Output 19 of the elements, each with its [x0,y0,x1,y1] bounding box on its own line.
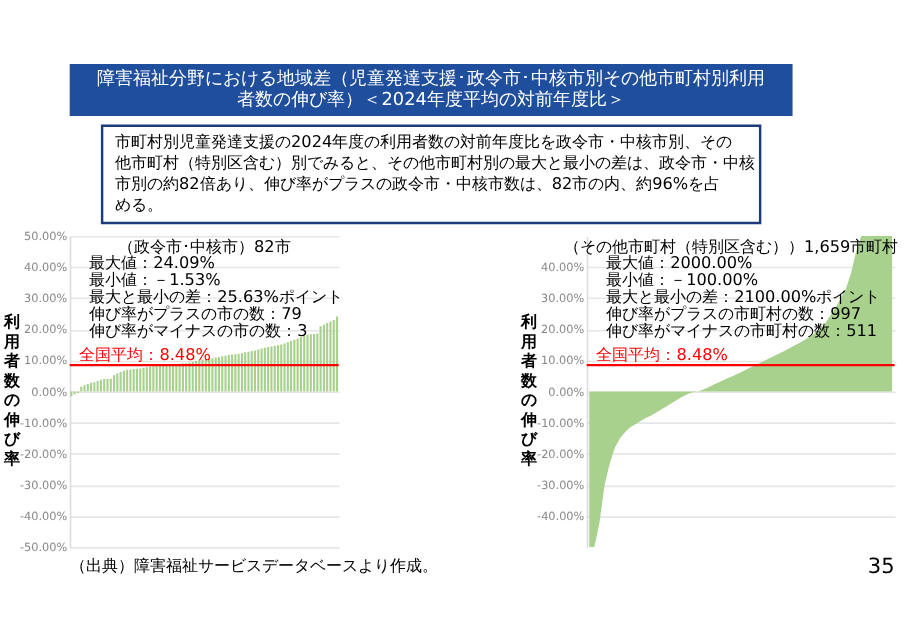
annotation: 伸び率がプラスの市町村の数：997 [606,302,862,323]
annotation: 伸び率がプラスの市の数：79 [89,302,302,323]
ref-line-label: 全国平均：8.48% [596,344,729,365]
annotation: 最大と最小の差：2100.00%ポイント [606,285,881,306]
ref-line-label: 全国平均：8.48% [79,344,212,365]
annotation: 最小値：－1.53% [89,268,222,289]
y-axis-title: 利用者数の伸び率 [519,311,540,468]
annotation: 伸び率がマイナスの市町村の数：511 [606,319,878,340]
text: 障害福祉分野における地域差（児童発達支援･政令市･中核市別その他市町村別利用者数の伸び率）＜2024年度平均の対前年度比＞ [97,67,766,111]
annotation: 最大値：24.09% [89,251,216,272]
y-axis-title: 利用者数の伸び率 [2,311,23,468]
annotation: 最大と最小の差：25.63%ポイント [89,285,343,306]
annotation: （その他市町村（特別区含む））1,659市町村 [564,236,899,257]
annotation: （政令市･中核市）82市 [117,236,291,257]
annotation: 最小値：－100.00% [606,268,759,289]
text: （出典）障害福祉サービスデータベースより作成。 [69,555,438,576]
text: 35 [867,555,895,580]
annotation: 伸び率がマイナスの市の数：3 [89,319,308,340]
text: 市町村別児童発達支援の2024年度の利用者数の対前年度比を政令市・中核市別、その他市町村（特別区含む）別でみると、その他市町村別の最大と最小の差は、政令市・中核市別の約82倍あり、伸び率がプラスの政令市・中核市数は、82市の内、約96%を占める。 [115,130,756,214]
